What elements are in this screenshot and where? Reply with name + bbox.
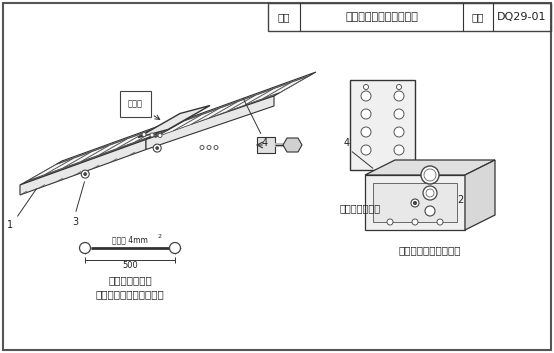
Text: 线槽、桥架接地跨接安装: 线槽、桥架接地跨接安装 [345,12,418,22]
Polygon shape [373,183,457,222]
Polygon shape [257,137,275,153]
Text: DQ29-01: DQ29-01 [497,12,547,22]
Polygon shape [138,106,210,138]
Polygon shape [146,96,274,150]
Circle shape [394,145,404,155]
Polygon shape [20,136,153,185]
Text: 3: 3 [72,217,78,227]
Text: 4: 4 [262,138,268,148]
Circle shape [425,206,435,216]
Circle shape [363,84,368,90]
Text: 槽型桥架跨接地安装方法: 槽型桥架跨接地安装方法 [96,289,165,299]
Text: 4: 4 [344,138,350,148]
Bar [350,80,415,170]
Polygon shape [146,92,281,139]
Circle shape [80,243,90,253]
Bar [268,3,551,31]
Circle shape [412,219,418,225]
Circle shape [170,243,181,253]
Circle shape [361,145,371,155]
Polygon shape [183,72,316,121]
Polygon shape [283,138,302,152]
Circle shape [150,133,154,137]
Text: 跨接地线大样图: 跨接地线大样图 [108,275,152,285]
Circle shape [411,199,419,207]
Circle shape [142,132,146,137]
Circle shape [81,170,89,178]
Circle shape [156,146,158,150]
Circle shape [214,145,218,150]
Circle shape [394,127,404,137]
Text: 图名: 图名 [278,12,290,22]
Text: 图号: 图号 [472,12,484,22]
Circle shape [387,219,393,225]
Text: 1: 1 [7,221,13,231]
Circle shape [397,84,402,90]
Text: 不小于 4mm: 不小于 4mm [112,235,148,245]
Circle shape [421,166,439,184]
Circle shape [158,133,162,138]
Circle shape [84,173,86,175]
Circle shape [394,91,404,101]
Circle shape [153,144,161,152]
Text: 2: 2 [157,233,161,239]
Text: 方矩螺栓大样图: 方矩螺栓大样图 [340,203,381,213]
Text: 连接处: 连接处 [128,100,160,119]
Text: 2: 2 [457,195,463,205]
Text: 镀锌线槽接地安装方法: 镀锌线槽接地安装方法 [399,245,461,255]
Circle shape [426,189,434,197]
Circle shape [413,202,417,204]
Polygon shape [365,160,495,175]
Circle shape [361,91,371,101]
Circle shape [424,169,436,181]
Polygon shape [55,115,188,165]
Circle shape [423,186,437,200]
Polygon shape [20,139,146,195]
Circle shape [361,109,371,119]
Text: 500: 500 [122,262,138,270]
Circle shape [394,109,404,119]
Circle shape [200,145,204,150]
Circle shape [361,127,371,137]
Circle shape [437,219,443,225]
Polygon shape [155,76,309,138]
Polygon shape [465,160,495,230]
Circle shape [207,145,211,150]
Polygon shape [365,175,465,230]
Polygon shape [27,120,181,181]
